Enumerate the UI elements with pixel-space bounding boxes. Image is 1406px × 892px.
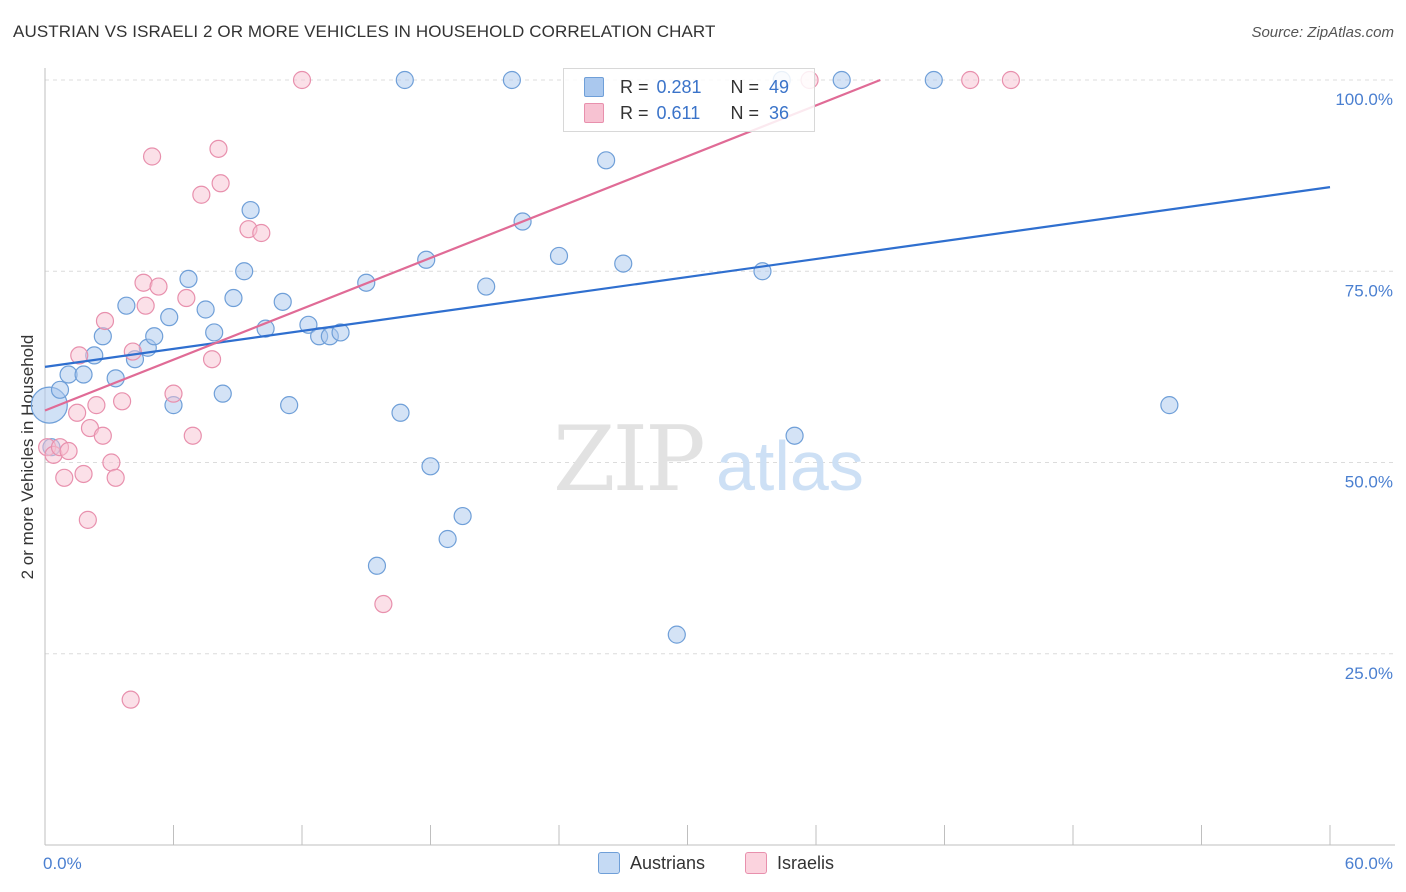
point-israelis — [183, 426, 202, 445]
point-austrians — [597, 151, 616, 170]
point-israelis — [209, 139, 228, 158]
x-tick-label: 0.0% — [43, 854, 82, 873]
point-austrians — [213, 384, 232, 403]
point-israelis — [87, 396, 106, 415]
point-austrians — [477, 277, 496, 296]
chart-title: AUSTRIAN VS ISRAELI 2 OR MORE VEHICLES I… — [13, 22, 716, 41]
point-israelis — [142, 147, 162, 166]
point-austrians — [438, 529, 457, 549]
point-israelis — [211, 174, 230, 193]
bottom-legend-swatch-austrians — [598, 852, 620, 874]
legend-r-label: R = — [620, 76, 649, 97]
legend-n-label: N = — [730, 76, 760, 97]
trend-line-austrians — [44, 186, 1331, 368]
bottom-legend-label-austrians: Austrians — [630, 852, 706, 873]
bottom-legend: Austrians Israelis — [0, 852, 1406, 876]
point-israelis — [1001, 70, 1020, 90]
point-austrians — [549, 246, 569, 266]
point-austrians — [235, 262, 254, 281]
point-austrians — [785, 426, 804, 445]
legend-row-israelis: R = 0.611 N = 36 — [584, 101, 789, 125]
point-austrians — [50, 380, 70, 399]
point-israelis — [202, 350, 222, 369]
point-austrians — [273, 292, 292, 311]
point-austrians — [117, 296, 136, 315]
source-label: Source: ZipAtlas.com — [1251, 24, 1394, 41]
point-israelis — [961, 70, 980, 90]
y-tick-label: 100.0% — [1335, 90, 1393, 109]
tick-labels: 100.0% 75.0% 50.0% 25.0% 0.0% 60.0% — [43, 90, 1393, 873]
legend-n-label: N = — [730, 102, 760, 123]
point-austrians — [280, 396, 299, 415]
trend-lines — [44, 78, 1331, 412]
point-israelis — [374, 594, 393, 614]
trend-line-israelis — [44, 78, 881, 412]
y-tick-label: 50.0% — [1345, 473, 1393, 492]
point-israelis — [78, 510, 97, 529]
point-austrians — [395, 70, 414, 90]
point-austrians — [391, 403, 410, 422]
point-austrians — [93, 327, 112, 346]
legend: R = 0.281 N = 49 R = 0.611 N = 36 — [563, 68, 815, 132]
legend-r-value-israelis: 0.611 — [656, 102, 701, 123]
point-austrians — [160, 308, 179, 327]
point-israelis — [68, 403, 87, 422]
point-austrians — [421, 457, 440, 476]
bottom-legend-israelis[interactable]: Israelis — [745, 852, 834, 874]
point-austrians — [453, 506, 472, 526]
point-austrians — [924, 70, 943, 90]
point-israelis — [164, 384, 183, 403]
point-israelis — [121, 690, 140, 709]
point-austrians — [196, 300, 215, 319]
point-israelis — [59, 441, 78, 461]
y-tick-label: 25.0% — [1345, 664, 1393, 683]
point-austrians — [205, 323, 224, 342]
point-austrians — [145, 327, 164, 346]
point-israelis — [74, 464, 93, 484]
point-israelis — [192, 185, 211, 204]
point-israelis — [102, 453, 121, 472]
gridlines — [45, 79, 1395, 655]
bottom-legend-austrians[interactable]: Austrians — [598, 852, 705, 874]
watermark-zip: ZIP — [553, 407, 703, 512]
point-austrians — [502, 70, 521, 90]
legend-swatch-israelis — [584, 103, 604, 123]
point-israelis — [134, 273, 153, 292]
legend-n-value-austrians: 49 — [769, 76, 790, 97]
point-israelis — [177, 288, 196, 308]
point-austrians — [74, 365, 93, 384]
point-israelis — [106, 468, 125, 487]
legend-row-austrians: R = 0.281 N = 49 — [584, 75, 789, 99]
point-israelis — [55, 468, 74, 487]
point-israelis — [93, 426, 112, 445]
point-israelis — [112, 392, 132, 411]
y-tick-label: 75.0% — [1345, 281, 1393, 300]
point-israelis — [252, 223, 271, 243]
series-israelis — [38, 70, 1020, 709]
point-austrians — [832, 70, 851, 90]
point-austrians — [614, 254, 633, 273]
watermark: ZIP atlas — [553, 407, 864, 512]
point-israelis — [149, 277, 168, 296]
legend-swatch-austrians — [584, 77, 604, 97]
point-austrians — [331, 323, 350, 342]
x-tick-label: 60.0% — [1345, 854, 1393, 873]
point-israelis — [292, 70, 312, 90]
point-austrians — [1160, 396, 1179, 415]
point-israelis — [95, 311, 115, 331]
point-austrians — [367, 556, 387, 575]
point-austrians — [667, 625, 686, 644]
point-austrians — [224, 288, 243, 308]
point-israelis — [136, 296, 155, 315]
bottom-legend-swatch-israelis — [745, 852, 767, 874]
point-israelis — [123, 342, 142, 361]
point-israelis — [70, 346, 89, 365]
legend-n-value-israelis: 36 — [769, 102, 790, 123]
point-austrians — [241, 200, 260, 220]
legend-r-value-austrians: 0.281 — [656, 76, 702, 97]
point-austrians — [179, 269, 198, 288]
legend-r-label: R = — [620, 102, 649, 123]
bottom-legend-label-israelis: Israelis — [777, 852, 835, 873]
